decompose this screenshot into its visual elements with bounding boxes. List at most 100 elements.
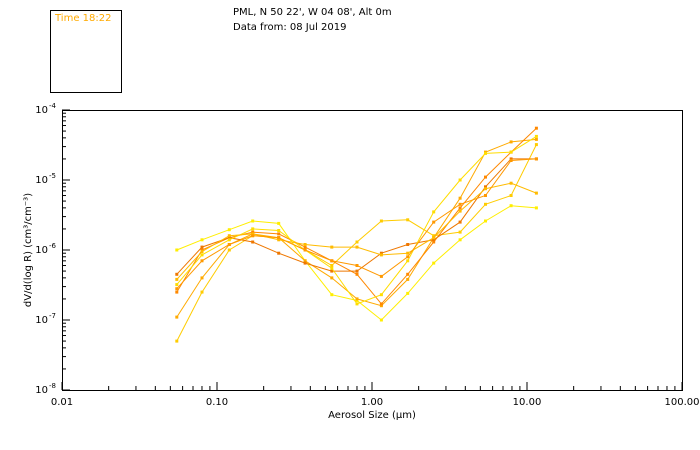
data-point	[484, 194, 487, 197]
data-point	[251, 240, 255, 244]
data-point	[432, 220, 436, 224]
data-point	[355, 299, 359, 302]
data-point	[406, 277, 410, 281]
data-point	[406, 218, 410, 222]
data-point	[458, 196, 462, 200]
header-location: PML, N 50 22', W 04 08', Alt 0m	[233, 7, 392, 18]
data-point	[509, 181, 513, 185]
series-2	[175, 143, 538, 343]
data-point	[227, 238, 231, 242]
x-tick-label: 10.00	[513, 397, 542, 408]
data-point	[227, 228, 231, 232]
data-point	[406, 291, 410, 295]
data-point	[355, 302, 359, 306]
data-point	[303, 261, 307, 265]
data-point	[534, 143, 538, 147]
x-tick-label: 0.10	[206, 397, 228, 408]
plot-frame	[62, 110, 683, 391]
data-point	[534, 137, 538, 141]
data-point	[534, 191, 538, 195]
data-point	[509, 204, 513, 208]
data-point	[277, 251, 281, 255]
data-point	[251, 230, 255, 234]
data-point	[379, 318, 383, 322]
data-point	[484, 202, 487, 206]
series-line	[176, 158, 537, 275]
data-point	[277, 232, 281, 236]
y-tick-label: 10	[35, 315, 48, 326]
y-axis-label: dV/d(log R) (cm³/cm⁻³)	[23, 193, 34, 307]
series-8	[175, 157, 538, 291]
y-tick-exponent: -7	[49, 312, 56, 320]
data-point	[277, 238, 281, 242]
series-line	[176, 127, 537, 305]
data-point	[251, 232, 255, 236]
y-tick-label: 10	[35, 385, 48, 396]
data-point	[175, 287, 179, 291]
data-point	[277, 236, 281, 240]
data-point	[303, 245, 307, 249]
data-point	[355, 264, 359, 267]
data-point	[200, 276, 204, 280]
time-label: Time 18:22	[54, 13, 111, 24]
data-point	[458, 178, 462, 182]
data-point	[484, 185, 487, 189]
data-point	[406, 243, 410, 246]
y-tick-label: 10	[35, 245, 48, 256]
data-point	[484, 151, 487, 155]
data-point	[200, 259, 204, 263]
data-point	[484, 219, 487, 223]
data-point	[355, 240, 359, 244]
data-point	[406, 272, 410, 276]
data-point	[200, 250, 204, 254]
data-point	[227, 243, 231, 246]
data-point	[458, 209, 462, 213]
data-point	[484, 175, 487, 179]
x-tick-label: 100.00	[665, 397, 700, 408]
data-point	[432, 261, 436, 265]
data-point	[355, 272, 359, 276]
data-point	[458, 238, 462, 242]
data-point	[379, 253, 383, 257]
series-line	[176, 135, 537, 305]
data-point	[458, 202, 462, 206]
data-point	[251, 219, 255, 223]
data-point	[175, 315, 179, 319]
data-point	[200, 238, 204, 242]
data-point	[379, 274, 383, 278]
data-point	[175, 283, 179, 287]
data-point	[303, 259, 307, 263]
data-point	[432, 238, 436, 242]
x-axis: 0.01 0.10 1.00 10.00 100.00	[51, 382, 700, 408]
data-point	[509, 140, 513, 144]
y-axis: 10-410-510-610-710-8	[35, 102, 70, 396]
data-point	[379, 251, 383, 255]
y-tick-exponent: -4	[49, 102, 57, 110]
series-7	[175, 181, 538, 281]
data-point	[458, 206, 462, 210]
data-point	[277, 229, 281, 232]
data-point	[484, 187, 487, 191]
data-point	[330, 259, 334, 263]
data-point	[534, 157, 538, 161]
x-tick-label: 1.00	[361, 397, 383, 408]
series-6	[175, 134, 538, 306]
y-tick-label: 10	[35, 105, 48, 116]
data-point	[227, 248, 231, 252]
data-point	[175, 272, 179, 276]
data-point	[303, 243, 307, 246]
time-box	[50, 10, 122, 93]
data-point	[534, 134, 538, 138]
series-5	[175, 157, 538, 276]
data-point	[200, 290, 204, 294]
data-point	[330, 293, 334, 297]
y-tick-exponent: -6	[49, 242, 57, 250]
data-point	[509, 194, 513, 197]
data-point	[406, 255, 410, 259]
header-date: Data from: 08 Jul 2019	[233, 22, 346, 33]
data-point	[379, 293, 383, 297]
series-4	[175, 126, 538, 306]
data-point	[251, 227, 255, 231]
data-point	[330, 276, 334, 280]
